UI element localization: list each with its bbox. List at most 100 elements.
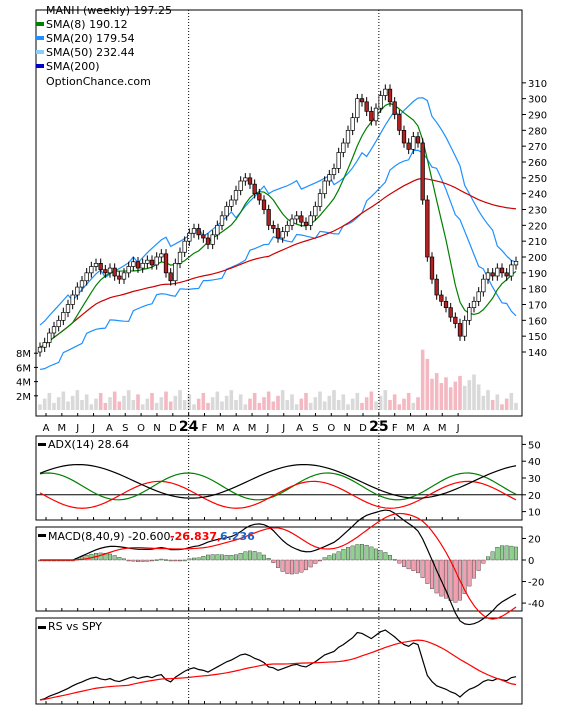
candle-body — [415, 136, 421, 144]
y-tick-label: 300 — [528, 95, 547, 106]
candle-body — [387, 88, 393, 103]
candle-body — [499, 267, 505, 274]
macd-histogram-bar — [336, 551, 341, 561]
macd-histogram-bar — [201, 556, 206, 561]
macd-histogram-bar — [210, 554, 215, 561]
x-tick-label: S — [312, 423, 318, 434]
x-tick-label: O — [327, 423, 335, 434]
macd-histogram-bar — [206, 554, 210, 561]
macd-histogram-bar — [145, 559, 150, 562]
y-tick-label: 270 — [528, 142, 547, 153]
volume-tick-label: 8M — [16, 349, 31, 360]
candle-body — [252, 183, 257, 195]
volume-bar — [448, 387, 453, 410]
macd-histogram-bar — [164, 559, 168, 561]
candle-body — [373, 107, 379, 122]
candle-body — [201, 234, 206, 239]
macd-y-tick-label: -40 — [528, 599, 544, 610]
legend-sma20: SMA(20) 179.54 — [46, 32, 135, 45]
volume-bar — [229, 390, 234, 410]
macd-histogram-bar — [294, 559, 299, 574]
candle-body — [513, 261, 519, 266]
macd-histogram-bar — [192, 557, 196, 561]
candle-body — [187, 232, 192, 242]
macd-histogram-bar — [229, 555, 234, 561]
volume-bar — [178, 390, 182, 410]
y-tick-label: 190 — [528, 269, 547, 280]
y-tick-label: 220 — [528, 221, 547, 232]
macd-histogram-bar — [444, 559, 448, 599]
volume-bar — [66, 401, 70, 410]
volume-bar — [332, 390, 336, 410]
x-tick-label: M — [406, 423, 415, 434]
volume-bar — [346, 404, 350, 410]
candle-body — [471, 300, 477, 309]
y-tick-label: 230 — [528, 206, 547, 217]
macd-histogram-bar — [262, 554, 266, 561]
candle-body — [247, 177, 253, 185]
rs-label-swatch — [38, 626, 46, 629]
volume-bar — [108, 397, 112, 410]
candle-body — [233, 190, 239, 201]
candle-body — [271, 224, 276, 229]
volume-bar — [500, 404, 504, 410]
candle-body — [462, 319, 467, 337]
macd-histogram-bar — [308, 559, 313, 568]
macd-line — [40, 509, 517, 626]
macd-histogram-bar — [388, 555, 392, 561]
x-tick-label: O — [137, 423, 145, 434]
y-tick-label: 240 — [528, 190, 547, 201]
macd-histogram-bar — [187, 558, 192, 561]
candle-body — [336, 152, 341, 169]
volume-bar — [262, 397, 266, 410]
rs-label: RS vs SPY — [48, 620, 102, 633]
x-axis-ticks: A M J J A S O N D 24 F M A M J J A S O N D 25 F M A M J — [43, 10, 460, 704]
x-tick-label: M — [248, 423, 257, 434]
volume-bar — [350, 398, 355, 410]
macd-histogram-bar — [290, 559, 294, 575]
x-tick-label: N — [153, 423, 160, 434]
macd-histogram-bar — [509, 545, 514, 561]
macd-histogram-bar — [490, 551, 495, 561]
legend-swatch-sma50 — [36, 50, 44, 54]
volume-bar — [271, 401, 276, 410]
macd-histogram-bar — [448, 559, 453, 601]
y-tick-label: 260 — [528, 158, 547, 169]
macd-signal-line — [40, 512, 517, 620]
macd-histogram-bar — [341, 549, 346, 561]
macd-value-2: 6.236 — [220, 530, 255, 543]
candle-body — [327, 174, 332, 182]
y-tick-label: 280 — [528, 126, 547, 137]
macd-histogram-bar — [112, 555, 117, 561]
macd-histogram-bar — [420, 559, 425, 578]
macd-histogram-bar — [383, 552, 388, 561]
candle-body — [495, 267, 500, 277]
candle-body — [229, 199, 234, 207]
candle-body — [509, 264, 514, 277]
macd-panel-frame — [35, 526, 523, 612]
candle-body — [145, 259, 150, 264]
volume-bar — [168, 401, 173, 410]
volume-bar — [234, 400, 238, 410]
candle-body — [215, 224, 220, 236]
y-tick-label: 180 — [528, 285, 547, 296]
x-tick-label: N — [343, 423, 350, 434]
candle-body — [140, 262, 145, 269]
adx-y-tick-label: 30 — [528, 474, 541, 485]
volume-bar — [94, 398, 98, 410]
adx-label-swatch — [38, 443, 46, 446]
candle-body — [177, 251, 183, 264]
volume-bar — [42, 398, 47, 410]
volume-bars — [38, 349, 518, 410]
macd-histogram-bar — [476, 559, 481, 571]
macd-histogram-bar — [98, 552, 103, 561]
macd-histogram-bar — [392, 559, 397, 561]
volume-bar — [103, 402, 108, 410]
adx-y-tick-label: 20 — [528, 491, 541, 502]
candle-body — [355, 98, 360, 119]
volume-bar — [196, 398, 201, 410]
macd-value-1: -26.837, — [170, 530, 221, 543]
macd-histogram-bar — [481, 559, 486, 564]
volume-bar — [318, 391, 322, 410]
candle-body — [439, 294, 444, 302]
